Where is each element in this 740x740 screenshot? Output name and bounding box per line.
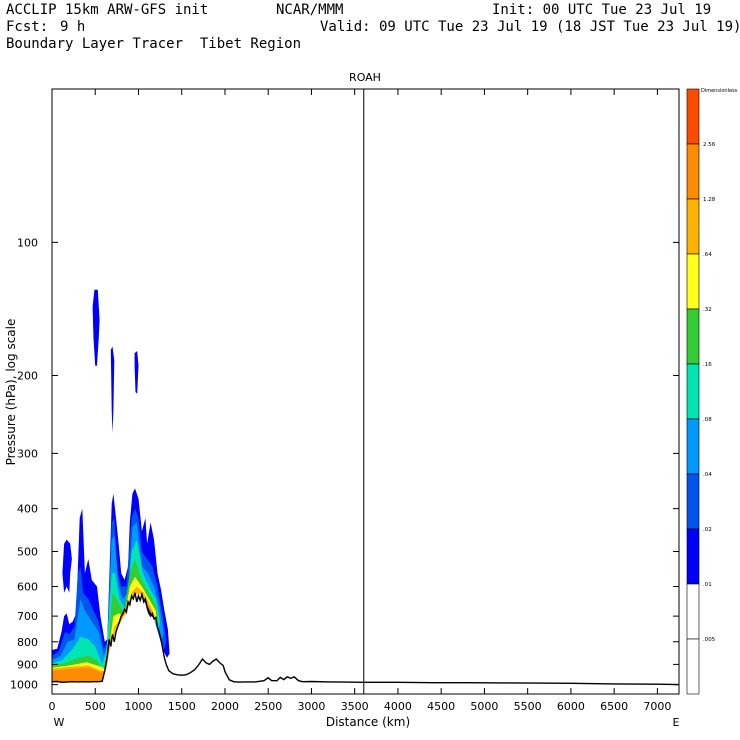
colorbar: Dimensionless 2.56 1.28 .64 .32 .16 .08 .04 .02.… (686, 88, 738, 695)
colorbar-swatch-5 (686, 363, 700, 420)
colorbar-level-label-5: .08 (703, 417, 712, 423)
colorbar-level-label-8: .01 (703, 582, 712, 588)
x-tick-label-5500: 5500 (514, 700, 542, 713)
colorbar-swatch-10 (686, 638, 700, 695)
x-tick-label-500: 500 (85, 700, 106, 713)
colorbar-swatch-2 (686, 198, 700, 255)
colorbar-swatch-1 (686, 143, 700, 200)
colorbar-level-label-3: .32 (703, 307, 712, 313)
y-tick-label-200: 200 (17, 370, 38, 383)
header-model: ACCLIP 15km ARW-GFS init (6, 2, 209, 18)
west-end-label: W (54, 716, 65, 729)
colorbar-swatch-6 (686, 418, 700, 475)
x-tick-label-2000: 2000 (211, 700, 239, 713)
terrain-line (52, 591, 679, 686)
terrain-profile (52, 591, 679, 686)
y-tick-label-800: 800 (17, 636, 38, 649)
x-tick-label-4500: 4500 (427, 700, 455, 713)
x-tick-label-3500: 3500 (341, 700, 369, 713)
header-init: Init: 00 UTC Tue 23 Jul 19 (492, 2, 712, 18)
plot-frame (51, 88, 680, 695)
y-axis-ticks: 100 200 300 400 500 600 700 800 900 1000 (10, 236, 679, 692)
tracer-plume-0-01-4 (134, 351, 139, 394)
x-tick-label-7000: 7000 (643, 700, 671, 713)
y-tick-label-400: 400 (17, 503, 38, 516)
y-tick-label-1000: 1000 (10, 679, 38, 692)
x-tick-label-4000: 4000 (384, 700, 412, 713)
x-tick-label-3000: 3000 (297, 700, 325, 713)
colorbar-level-label-2: .64 (703, 252, 712, 258)
x-axis-label: Distance (km) (326, 715, 410, 729)
x-tick-label-1500: 1500 (168, 700, 196, 713)
colorbar-level-label-0: 2.56 (703, 142, 716, 148)
y-tick-label-600: 600 (17, 581, 38, 594)
east-end-label: E (673, 716, 680, 729)
colorbar-level-label-9: .005 (703, 637, 716, 643)
chart-title: ROAH (349, 71, 381, 84)
tracer-plume-0-01-2 (92, 289, 100, 366)
x-axis-ticks: 0 500 1000 1500 2000 2500 3000 3500 4000 4500 5000… (49, 89, 671, 713)
y-tick-label-900: 900 (17, 658, 38, 671)
tracer-plume-1-28-11 (52, 592, 154, 682)
colorbar-level-label-7: .02 (703, 527, 712, 533)
colorbar-swatch-8 (686, 528, 700, 585)
colorbar-swatch-9 (686, 583, 700, 640)
header-org: NCAR/MMM (276, 2, 344, 18)
colorbar-swatch-4 (686, 308, 700, 365)
tracer-plume-0-01-3 (110, 346, 115, 434)
colorbar-level-label-1: 1.28 (703, 197, 716, 203)
y-tick-label-700: 700 (17, 610, 38, 623)
y-tick-label-100: 100 (17, 236, 38, 249)
tracer-plume-0-01-1 (62, 539, 72, 593)
header-fcst-value: 9 h (60, 19, 86, 35)
x-tick-label-6000: 6000 (557, 700, 585, 713)
header-valid: Valid: 09 UTC Tue 23 Jul 19 (18 JST Tue … (320, 19, 740, 35)
x-tick-label-2500: 2500 (254, 700, 282, 713)
colorbar-swatch-0 (686, 88, 700, 145)
header-fcst-label: Fcst: (6, 19, 49, 35)
x-tick-label-5000: 5000 (470, 700, 498, 713)
colorbar-title: Dimensionless (701, 88, 738, 94)
header-product: Boundary Layer Tracer Tibet Region (6, 36, 302, 52)
y-tick-label-300: 300 (17, 447, 38, 460)
x-tick-label-1000: 1000 (124, 700, 152, 713)
y-axis-label: Pressure (hPa), log scale (4, 319, 18, 466)
colorbar-swatch-7 (686, 473, 700, 530)
x-tick-label-0: 0 (49, 700, 56, 713)
x-tick-label-6500: 6500 (600, 700, 628, 713)
tracer-plumes (52, 289, 170, 682)
colorbar-level-label-4: .16 (703, 362, 712, 368)
colorbar-swatch-3 (686, 253, 700, 310)
y-tick-label-500: 500 (17, 545, 38, 558)
colorbar-level-label-6: .04 (703, 472, 712, 478)
